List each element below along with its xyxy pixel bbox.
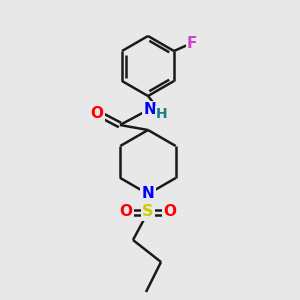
Text: O: O	[91, 106, 103, 121]
Text: O: O	[164, 205, 176, 220]
Text: H: H	[156, 107, 168, 121]
Text: N: N	[144, 103, 156, 118]
Text: O: O	[119, 205, 133, 220]
Text: S: S	[142, 205, 154, 220]
Text: N: N	[142, 187, 154, 202]
Text: F: F	[187, 35, 197, 50]
